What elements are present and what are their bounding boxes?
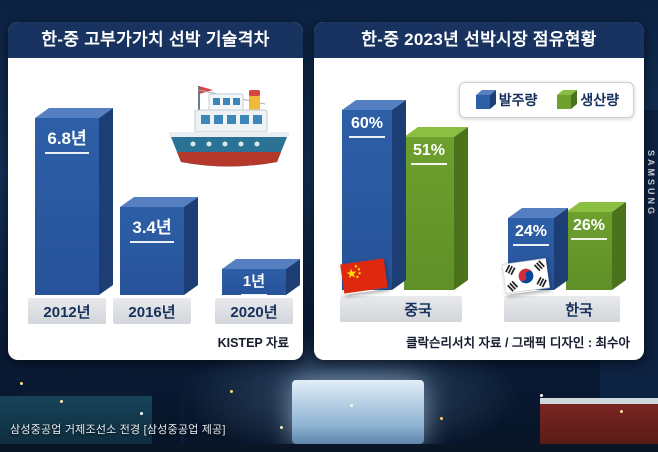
legend-item-production: 생산량 [555, 89, 619, 110]
korea-label: 한국 [565, 301, 593, 319]
china-label: 중국 [404, 301, 432, 319]
category-2020: 2020년 [215, 298, 293, 324]
tech-gap-bar-2016: 3.4년 [120, 197, 199, 295]
category-china: 중국 [340, 296, 462, 322]
ship-hull-right [540, 398, 658, 452]
tech-gap-panel: 한-중 고부가가치 선박 기술격차 [8, 22, 303, 360]
legend-box: 발주량 생산량 [458, 82, 634, 118]
legend-item-orders: 발주량 [474, 89, 538, 110]
legend-production-label: 생산량 [580, 92, 619, 108]
korea-flag-icon [501, 257, 551, 295]
market-share-chart: 발주량 생산량 51% 60% 26% 24% [314, 58, 644, 360]
china-flag-icon [340, 257, 388, 295]
korea-production-value: 26% [566, 217, 612, 240]
korea-production-bar: 26% [566, 202, 627, 290]
china-production-bar: 51% [404, 127, 469, 290]
crane-silhouette [180, 368, 185, 452]
category-korea: 한국 [504, 296, 620, 322]
bar-value-label: 6.8년 [35, 124, 99, 154]
lit-ship-structure [292, 380, 424, 444]
tech-gap-bar-2020: 1년 [222, 259, 301, 296]
ship-hull-left [0, 396, 152, 452]
bar-value-label: 1년 [222, 270, 286, 296]
kistep-source: KISTEP 자료 [217, 336, 289, 350]
category-2012: 2012년 [28, 298, 106, 324]
china-production-value: 51% [404, 142, 454, 165]
bar-value-label: 3.4년 [120, 213, 184, 243]
korea-orders-value: 24% [508, 223, 554, 246]
legend-orders-label: 발주량 [498, 92, 538, 108]
tech-gap-title: 한-중 고부가가치 선박 기술격차 [8, 22, 303, 58]
shipyard-lights [20, 382, 23, 385]
orders-cube-icon [475, 89, 496, 109]
photo-caption: 삼성중공업 거제조선소 전경 [삼성중공업 제공] [10, 424, 226, 436]
production-cube-icon [557, 89, 578, 109]
crane-text: SAMSUNG [646, 150, 656, 218]
ship-illustration-icon [159, 78, 299, 183]
market-share-panel: 한-중 2023년 선박시장 점유현황 발주량 생산량 51% 60% [314, 22, 644, 360]
market-share-title: 한-중 2023년 선박시장 점유현황 [314, 22, 644, 58]
tech-gap-bar-2012: 6.8년 [35, 108, 114, 295]
dock-edge [0, 444, 658, 452]
crane-silhouette [20, 392, 150, 396]
tech-gap-chart: 6.8년 3.4년 1년 2012년 2016년 2020년 KISTEP 자료 [8, 58, 303, 360]
category-2016: 2016년 [113, 298, 191, 324]
clarkson-source: 클락슨리서치 자료 / 그래픽 디자인 : 최수아 [406, 336, 630, 350]
china-orders-value: 60% [342, 115, 392, 138]
